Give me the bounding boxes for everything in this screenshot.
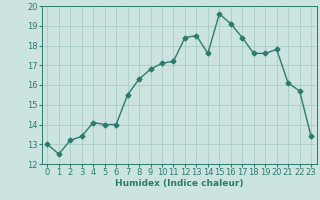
X-axis label: Humidex (Indice chaleur): Humidex (Indice chaleur) (115, 179, 244, 188)
